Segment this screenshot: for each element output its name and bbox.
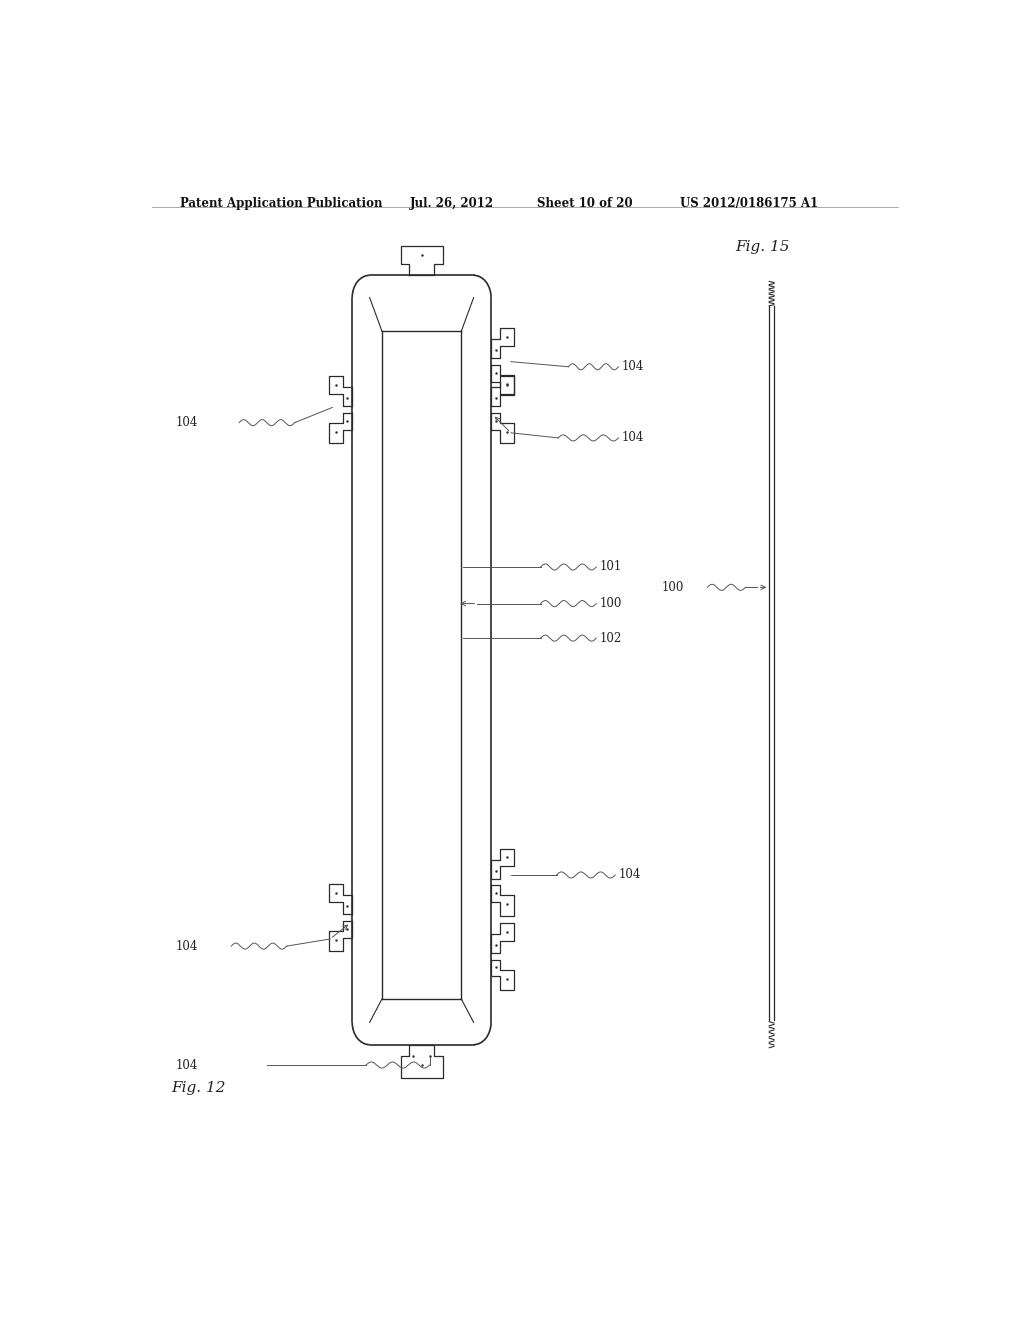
Text: 104: 104 <box>176 416 198 429</box>
Text: Fig. 15: Fig. 15 <box>735 240 790 253</box>
Text: 104: 104 <box>622 432 644 445</box>
Text: Sheet 10 of 20: Sheet 10 of 20 <box>537 197 633 210</box>
Text: US 2012/0186175 A1: US 2012/0186175 A1 <box>680 197 818 210</box>
Text: 104: 104 <box>176 940 198 953</box>
Text: Patent Application Publication: Patent Application Publication <box>179 197 382 210</box>
Text: 101: 101 <box>599 561 622 573</box>
Text: 100: 100 <box>599 597 622 610</box>
Text: 104: 104 <box>618 869 641 882</box>
Text: Jul. 26, 2012: Jul. 26, 2012 <box>410 197 494 210</box>
Text: 104: 104 <box>176 1059 198 1072</box>
Text: 100: 100 <box>662 581 684 594</box>
Text: Fig. 12: Fig. 12 <box>172 1081 226 1096</box>
Text: 102: 102 <box>599 632 622 644</box>
Text: 104: 104 <box>622 360 644 374</box>
